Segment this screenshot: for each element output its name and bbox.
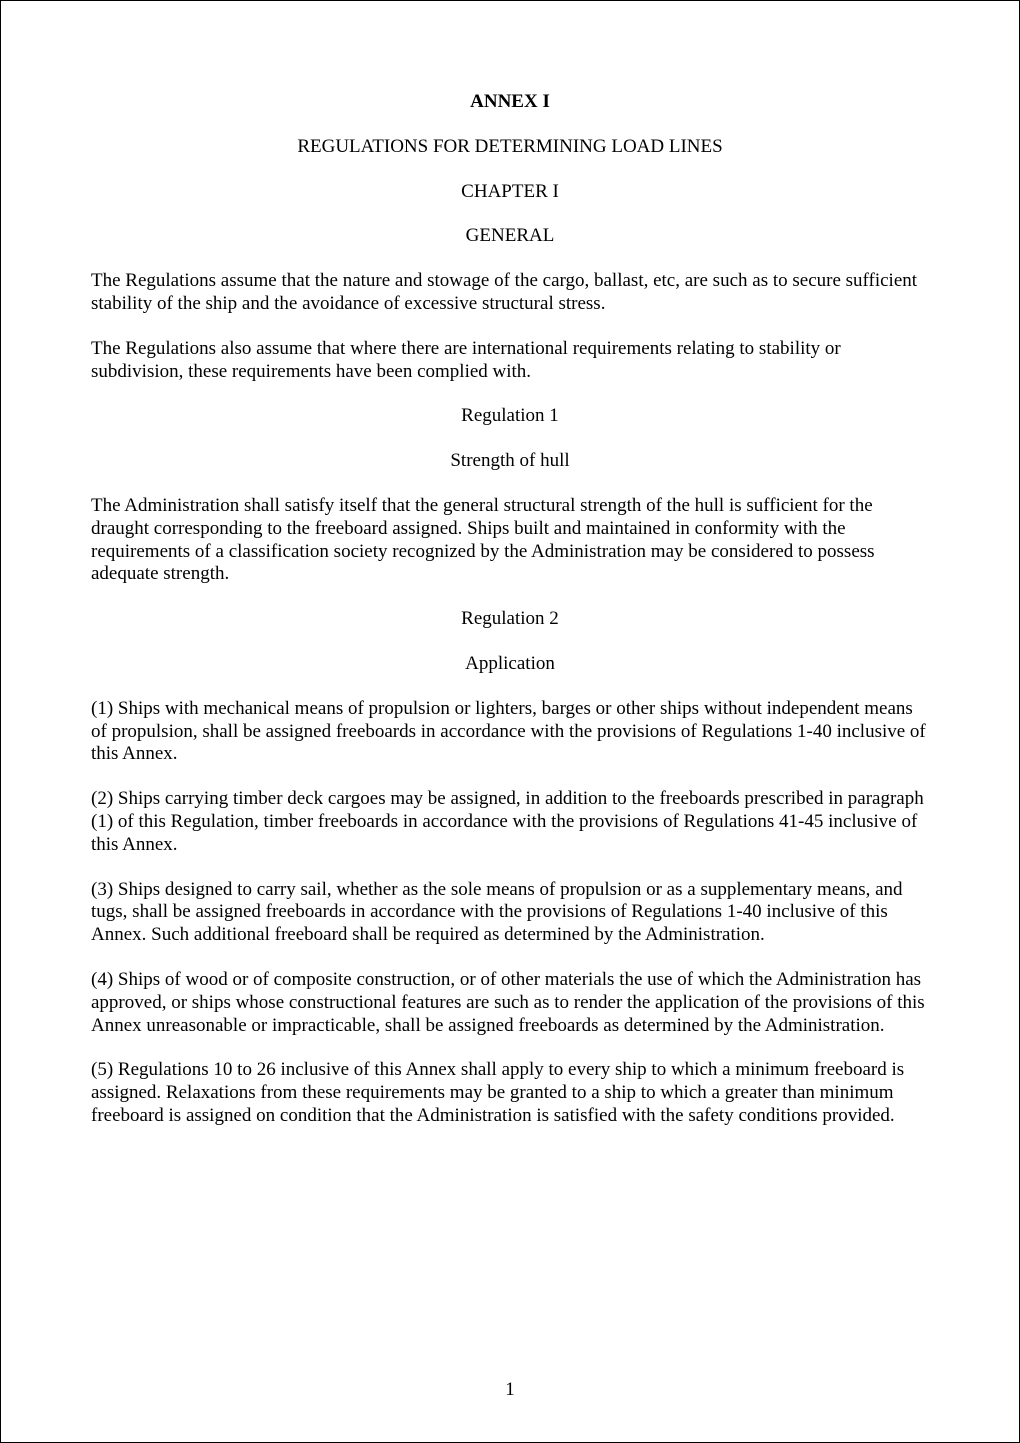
regulation-2-heading: Regulation 2 <box>91 608 929 631</box>
chapter-heading: CHAPTER I <box>91 181 929 204</box>
regulation-2-paragraph-5: (5) Regulations 10 to 26 inclusive of th… <box>91 1059 929 1127</box>
intro-paragraph-2: The Regulations also assume that where t… <box>91 338 929 384</box>
regulation-2-paragraph-2: (2) Ships carrying timber deck cargoes m… <box>91 788 929 856</box>
regulation-2-paragraph-4: (4) Ships of wood or of composite constr… <box>91 969 929 1037</box>
intro-paragraph-1: The Regulations assume that the nature a… <box>91 270 929 316</box>
page-number: 1 <box>1 1379 1019 1402</box>
chapter-name: GENERAL <box>91 225 929 248</box>
annex-title: ANNEX I <box>91 91 929 114</box>
regulation-2-title: Application <box>91 653 929 676</box>
regulation-2-paragraph-1: (1) Ships with mechanical means of propu… <box>91 698 929 766</box>
document-subtitle: REGULATIONS FOR DETERMINING LOAD LINES <box>91 136 929 159</box>
regulation-1-title: Strength of hull <box>91 450 929 473</box>
document-page: ANNEX I REGULATIONS FOR DETERMINING LOAD… <box>0 0 1020 1443</box>
regulation-1-heading: Regulation 1 <box>91 405 929 428</box>
regulation-1-body: The Administration shall satisfy itself … <box>91 495 929 586</box>
regulation-2-paragraph-3: (3) Ships designed to carry sail, whethe… <box>91 879 929 947</box>
